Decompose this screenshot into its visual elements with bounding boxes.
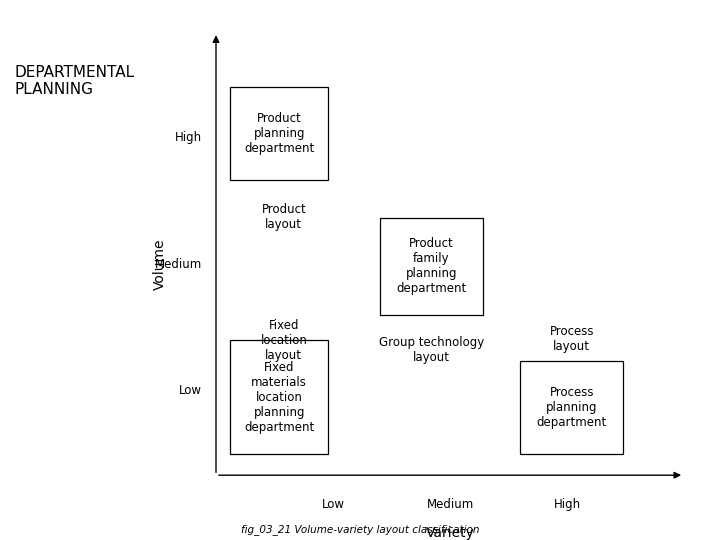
Text: Process
planning
department: Process planning department	[536, 386, 607, 429]
Text: Process
layout: Process layout	[549, 326, 594, 354]
Text: Fixed
materials
location
planning
department: Fixed materials location planning depart…	[244, 361, 315, 434]
Bar	[380, 218, 482, 315]
Text: Low: Low	[179, 384, 202, 397]
Text: Group technology
layout: Group technology layout	[379, 336, 484, 364]
Bar	[230, 340, 328, 454]
Text: Product
family
planning
department: Product family planning department	[396, 238, 467, 295]
Text: Medium: Medium	[426, 498, 474, 511]
Text: Low: Low	[322, 498, 344, 511]
Text: DEPARTMENTAL
PLANNING: DEPARTMENTAL PLANNING	[14, 65, 135, 97]
Text: Product
layout: Product layout	[261, 203, 306, 231]
Text: Fixed
location
layout: Fixed location layout	[261, 319, 307, 362]
Bar	[230, 87, 328, 180]
Text: fig_03_21 Volume-variety layout classification: fig_03_21 Volume-variety layout classifi…	[240, 524, 480, 535]
Text: High: High	[554, 498, 580, 511]
Text: High: High	[175, 131, 202, 144]
Text: Product
planning
department: Product planning department	[244, 112, 315, 155]
Text: Variety: Variety	[426, 526, 474, 540]
Text: Medium: Medium	[155, 258, 202, 271]
Text: Volume: Volume	[153, 239, 167, 290]
Bar	[521, 361, 624, 454]
